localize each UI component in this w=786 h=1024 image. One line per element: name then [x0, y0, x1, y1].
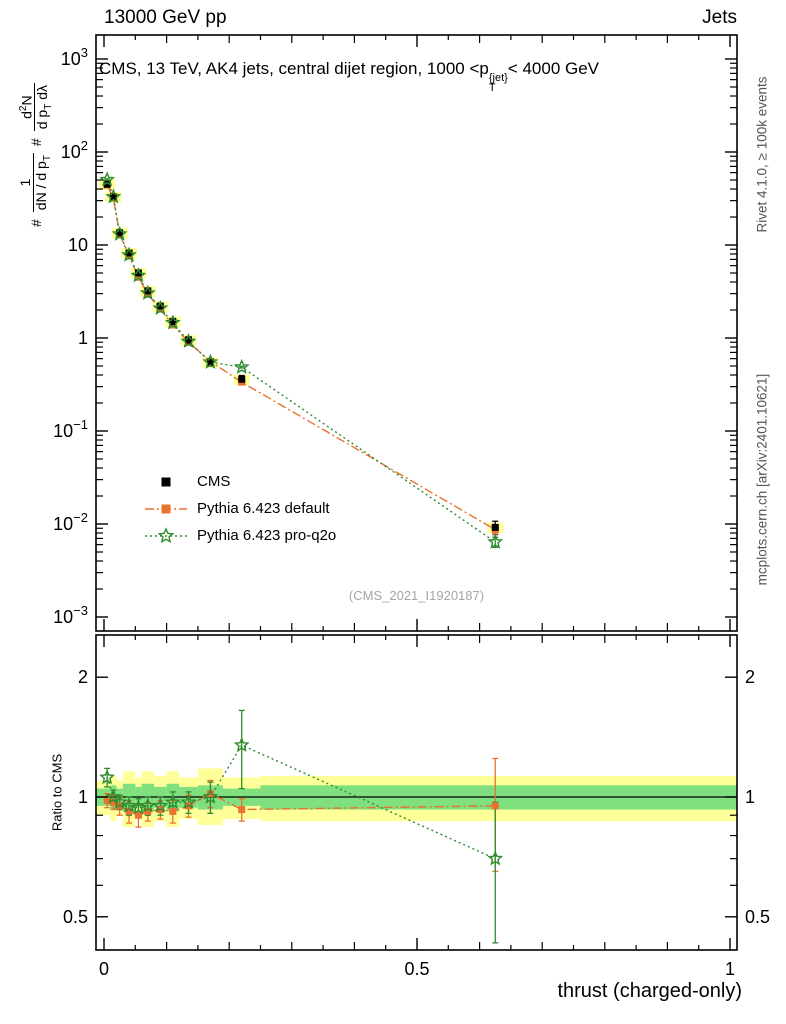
pythia-proq2o-marker-icon [145, 526, 187, 543]
svg-text:10−2: 10−2 [53, 510, 88, 534]
svg-text:0.5: 0.5 [404, 959, 429, 979]
svg-text:1: 1 [725, 959, 735, 979]
frac1-den-sub: T [41, 155, 53, 162]
frac1-numerator: 1 [16, 178, 33, 187]
plot-title-sub: T [488, 82, 496, 94]
plot-title: CMS, 13 TeV, AK4 jets, central dijet reg… [99, 59, 600, 94]
analysis-type-label: Jets [702, 7, 737, 28]
svg-text:0.5: 0.5 [745, 907, 770, 927]
plot-title-pre: CMS, 13 TeV, AK4 jets, central dijet reg… [99, 59, 489, 78]
frac1-den-text: dN / d p [32, 161, 49, 211]
svg-text:0: 0 [99, 959, 109, 979]
watermark: (CMS_2021_I1920187) [348, 588, 485, 603]
frac2-den-sub: T [43, 103, 55, 110]
pythia-default-marker-icon [145, 504, 187, 513]
svg-text:10: 10 [68, 235, 88, 255]
svg-text:0.5: 0.5 [63, 907, 88, 927]
ratio-y-axis-label: Ratio to CMS [49, 753, 65, 832]
cms-marker-icon [161, 477, 171, 486]
frac2-den-lambda: dλ [34, 85, 51, 104]
plot-title-sup: {jet} [488, 72, 508, 84]
legend-item-pythia-default: Pythia 6.423 default [143, 495, 336, 522]
legend-label: CMS [197, 473, 231, 490]
svg-text:102: 102 [61, 138, 88, 162]
pt-jet-supsub: {jet} T [488, 72, 508, 94]
svg-text:2: 2 [78, 667, 88, 687]
main-y-axis-label: # 1 dN / d pT # d2N d pT dλ [14, 45, 58, 265]
legend-item-pythia-proq2o: Pythia 6.423 pro-q2o [143, 522, 336, 549]
svg-text:10−1: 10−1 [53, 417, 88, 441]
legend-item-cms: CMS [143, 468, 336, 495]
mcplots-credit-label: mcplots.cern.ch [arXiv:2401.10621] [754, 373, 770, 586]
frac2-num-sup: 2 [17, 105, 29, 112]
svg-text:1: 1 [78, 328, 88, 348]
svg-text:103: 103 [61, 45, 88, 69]
svg-text:1: 1 [78, 787, 88, 807]
hash-symbol: # [28, 138, 44, 147]
frac2-num-n: N [18, 95, 35, 106]
svg-text:1: 1 [745, 787, 755, 807]
frac2-num-d: d [18, 111, 35, 119]
svg-text:10−3: 10−3 [53, 603, 88, 627]
legend: CMS Pythia 6.423 default Pythia 6.423 pr… [143, 468, 336, 549]
rivet-version-label: Rivet 4.1.0, ≥ 100k events [754, 76, 770, 233]
svg-text:2: 2 [745, 667, 755, 687]
y-label-fraction-2: d2N d pT dλ [16, 83, 57, 132]
y-label-fraction-1: 1 dN / d pT [16, 153, 55, 213]
beam-energy-label: 13000 GeV pp [104, 7, 227, 28]
frac2-denominator: d pT dλ [34, 83, 57, 132]
x-axis-label: thrust (charged-only) [557, 980, 742, 1002]
legend-label: Pythia 6.423 default [197, 500, 330, 517]
frac1-denominator: dN / d pT [32, 153, 55, 213]
plot-title-post: < 4000 GeV [507, 59, 600, 78]
frac2-numerator: d2N [16, 95, 35, 118]
frac2-den-text: d p [34, 109, 51, 130]
hash-symbol: # [28, 219, 44, 227]
legend-label: Pythia 6.423 pro-q2o [197, 527, 337, 544]
